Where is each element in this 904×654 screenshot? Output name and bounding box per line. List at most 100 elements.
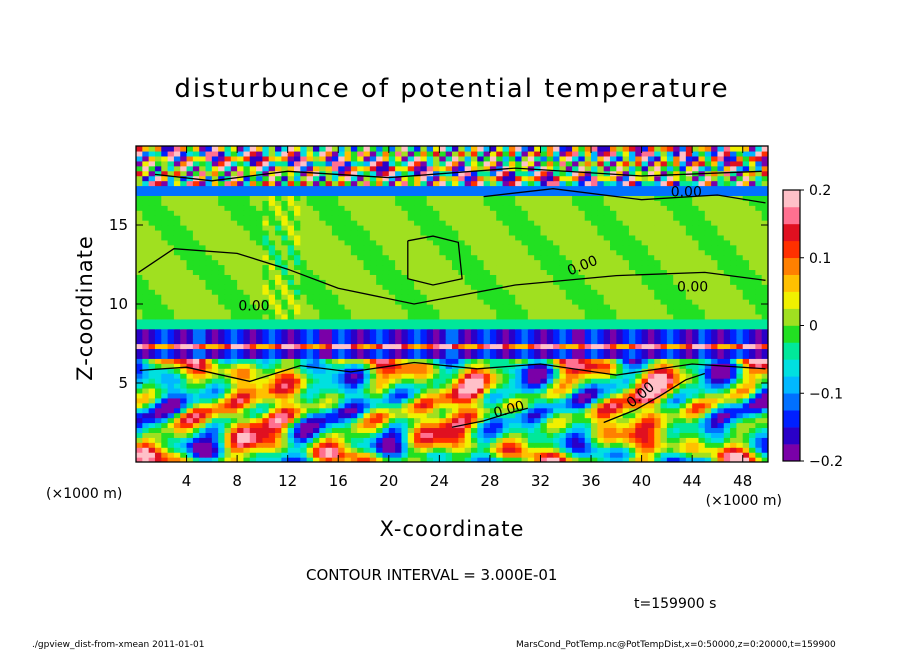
heatmap-cell: [148, 333, 156, 340]
heatmap-cell: [300, 358, 308, 364]
heatmap-cell: [723, 373, 731, 379]
heatmap-cell: [452, 328, 459, 335]
heatmap-cell: [338, 422, 346, 429]
heatmap-cell: [521, 284, 529, 290]
heatmap-cell: [338, 442, 346, 448]
heatmap-cell: [249, 348, 257, 354]
heatmap-cell: [306, 279, 314, 285]
heatmap-cell: [692, 417, 700, 424]
heatmap-cell: [591, 412, 598, 419]
heatmap-cell: [470, 269, 478, 275]
heatmap-cell: [369, 254, 377, 261]
heatmap-cell: [136, 279, 143, 285]
heatmap-cell: [407, 304, 415, 310]
heatmap-cell: [136, 343, 143, 350]
heatmap-cell: [363, 313, 371, 320]
heatmap-cell: [603, 220, 611, 226]
heatmap-cell: [452, 358, 459, 364]
heatmap-cell: [610, 392, 617, 399]
heatmap-cell: [610, 234, 617, 241]
heatmap-cell: [515, 318, 523, 325]
heatmap-cell: [458, 343, 466, 350]
heatmap-cell: [211, 407, 219, 414]
heatmap-cell: [502, 225, 510, 231]
heatmap-cell: [325, 348, 333, 354]
heatmap-cell: [142, 343, 150, 350]
heatmap-cell: [553, 368, 561, 374]
heatmap-cell: [369, 452, 377, 458]
heatmap-cell: [249, 422, 257, 429]
heatmap-cell: [161, 299, 169, 305]
heatmap-cell: [237, 318, 245, 325]
heatmap-cell: [161, 254, 169, 261]
heatmap-cell: [319, 249, 327, 256]
heatmap-cell: [742, 299, 750, 305]
heatmap-cell: [173, 269, 181, 275]
heatmap-cell: [142, 313, 150, 320]
heatmap-cell: [635, 343, 643, 350]
heatmap-cell: [154, 264, 162, 271]
heatmap-cell: [369, 229, 377, 236]
heatmap-cell: [230, 234, 238, 241]
heatmap-cell: [761, 358, 768, 364]
heatmap-cell: [407, 338, 415, 345]
heatmap-cell: [616, 368, 624, 374]
heatmap-cell: [445, 239, 453, 246]
heatmap-cell: [736, 333, 744, 340]
heatmap-cell: [154, 294, 162, 300]
heatmap-cell: [218, 259, 226, 266]
heatmap-cell: [414, 447, 421, 453]
heatmap-cell: [698, 215, 706, 221]
heatmap-cell: [426, 229, 434, 236]
heatmap-cell: [717, 279, 725, 285]
heatmap-cell: [597, 427, 605, 433]
heatmap-cell: [717, 229, 725, 236]
heatmap-cell: [192, 259, 200, 266]
heatmap-cell: [224, 348, 232, 354]
heatmap-cell: [173, 452, 181, 458]
heatmap-cell: [445, 412, 453, 419]
heatmap-cell: [483, 244, 491, 251]
heatmap-cell: [173, 397, 181, 404]
heatmap-cell: [464, 363, 472, 369]
heatmap-cell: [338, 378, 346, 384]
heatmap-cell: [723, 358, 731, 364]
heatmap-cell: [445, 427, 453, 433]
heatmap-cell: [749, 229, 756, 236]
heatmap-cell: [610, 422, 617, 429]
heatmap-cell: [521, 220, 529, 226]
heatmap-cell: [281, 318, 289, 325]
heatmap-cell: [559, 304, 567, 310]
heatmap-cell: [641, 447, 649, 453]
heatmap-cell: [515, 279, 523, 285]
heatmap-cell: [249, 239, 257, 246]
heatmap-cell: [331, 333, 339, 340]
heatmap-cell: [237, 348, 245, 354]
heatmap-cell: [306, 432, 314, 438]
heatmap-cell: [211, 264, 219, 271]
heatmap-cell: [641, 422, 649, 429]
heatmap-cell: [559, 452, 567, 458]
heatmap-cell: [148, 284, 156, 290]
heatmap-cell: [319, 289, 327, 295]
heatmap-cell: [673, 284, 681, 290]
heatmap-cell: [426, 269, 434, 275]
heatmap-cell: [186, 358, 194, 364]
heatmap-cell: [616, 397, 624, 404]
heatmap-cell: [154, 343, 162, 350]
heatmap-cell: [287, 229, 295, 236]
heatmap-cell: [761, 274, 768, 280]
heatmap-cell: [761, 239, 768, 246]
heatmap-cell: [635, 457, 643, 462]
heatmap-cell: [224, 244, 232, 251]
heatmap-cell: [666, 368, 674, 374]
heatmap-cell: [249, 323, 257, 330]
heatmap-cell: [148, 447, 156, 453]
heatmap-cell: [294, 284, 301, 290]
heatmap-cell: [698, 313, 706, 320]
heatmap-cell: [717, 338, 725, 345]
heatmap-cell: [186, 229, 194, 236]
heatmap-cell: [527, 220, 535, 226]
heatmap-cell: [515, 378, 523, 384]
heatmap-cell: [559, 274, 567, 280]
